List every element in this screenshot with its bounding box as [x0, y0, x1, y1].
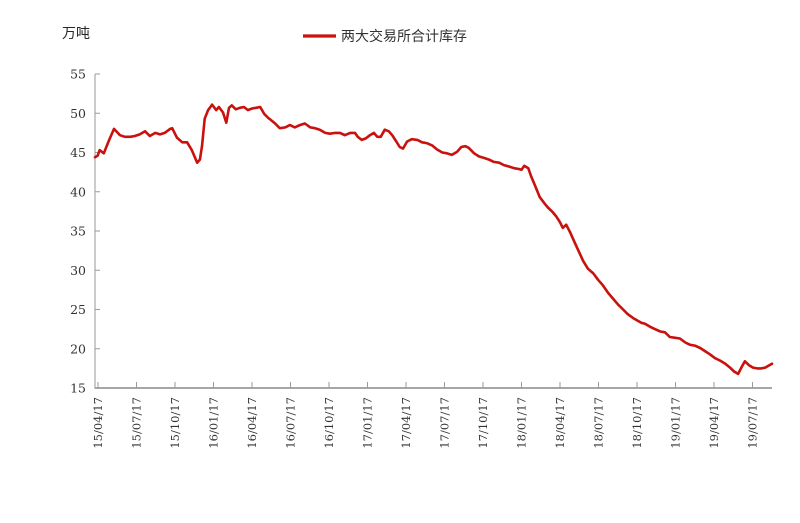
x-tick-label: 15/04/17: [91, 397, 105, 449]
x-tick-label: 17/07/17: [438, 397, 452, 449]
x-tick-label: 18/01/17: [515, 397, 529, 449]
legend-series-label: 两大交易所合计库存: [341, 28, 467, 45]
x-tick-label: 15/07/17: [130, 397, 144, 449]
x-tick-label: 18/07/17: [592, 397, 606, 449]
x-tick-label: 19/01/17: [669, 397, 683, 449]
y-tick-label: 50: [70, 106, 86, 121]
y-tick-label: 45: [70, 145, 86, 160]
axes: 55 50 45 40 35 30 25 20 15 15/04/17 15/07/17 15/10/…: [70, 67, 772, 449]
y-tick-label: 55: [70, 67, 86, 82]
x-tick-label: 18/10/17: [630, 397, 644, 449]
x-tick-label: 16/10/17: [322, 397, 336, 449]
y-tick-label: 20: [70, 341, 86, 356]
x-tick-label: 18/04/17: [553, 397, 567, 449]
x-tick-label: 16/04/17: [245, 397, 259, 449]
y-axis-unit-label: 万吨: [62, 26, 90, 42]
x-tick-label: 19/07/17: [746, 397, 760, 449]
x-tick-label: 19/04/17: [707, 397, 721, 449]
y-tick-label: 40: [70, 184, 86, 199]
x-tick-label: 17/10/17: [476, 397, 490, 449]
y-tick-label: 15: [70, 381, 86, 396]
y-tick-label: 35: [70, 224, 86, 239]
inventory-line-series: [93, 103, 774, 376]
legend: 两大交易所合计库存: [303, 28, 467, 45]
x-tick-label: 17/01/17: [361, 397, 375, 449]
y-tick-label: 30: [70, 263, 86, 278]
x-tick-label: 16/01/17: [207, 397, 221, 449]
x-tick-label: 16/07/17: [284, 397, 298, 449]
x-tick-label: 17/04/17: [399, 397, 413, 449]
y-tick-label: 25: [70, 302, 86, 317]
x-tick-label: 15/10/17: [168, 397, 182, 449]
